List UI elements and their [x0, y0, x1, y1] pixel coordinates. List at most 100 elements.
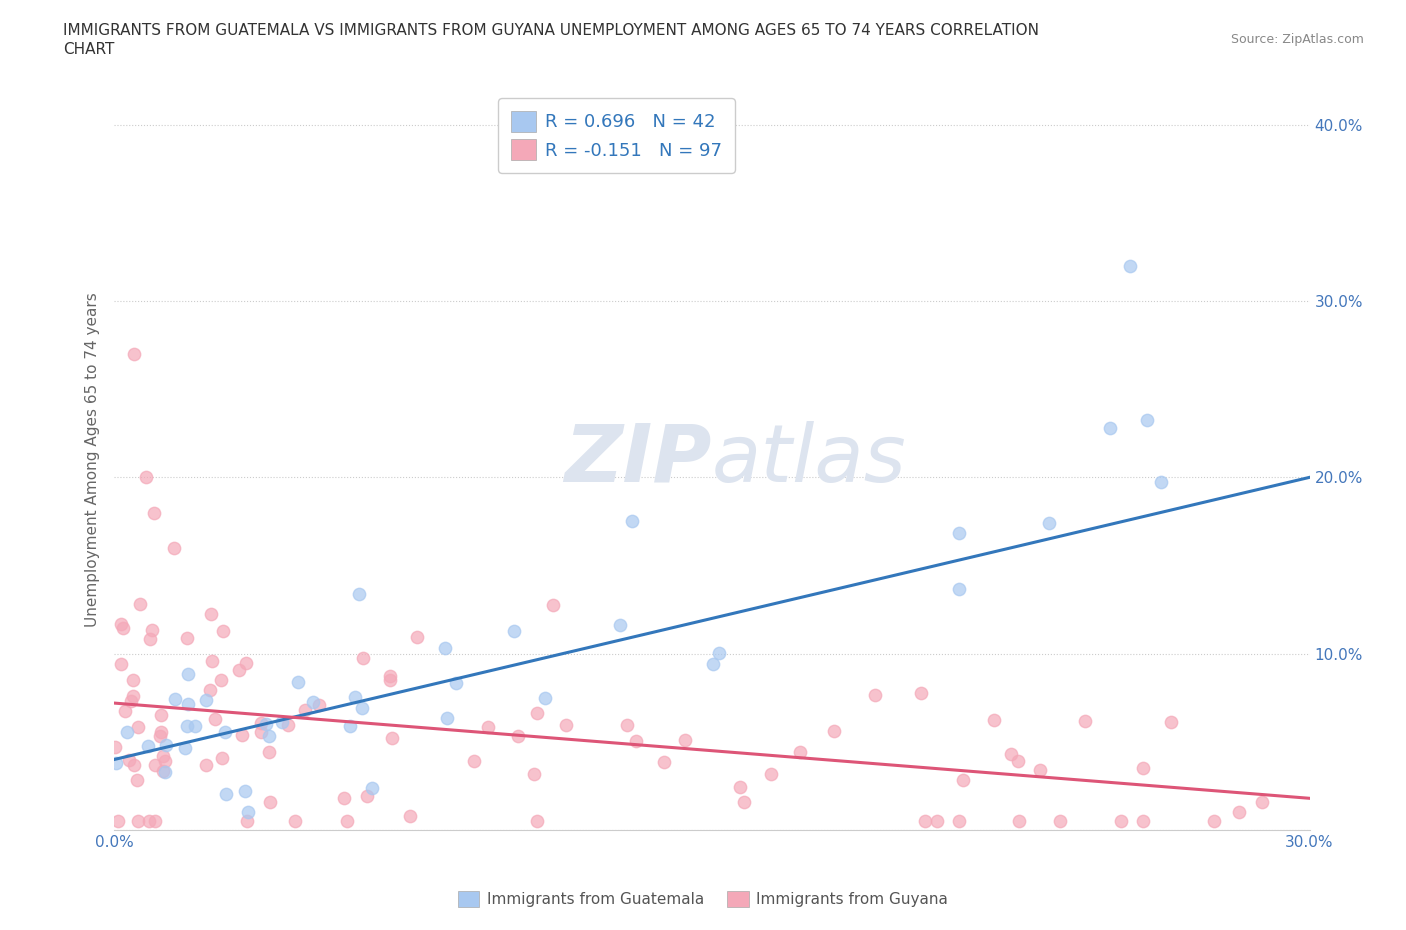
- Point: [910, 686, 932, 701]
- Point: [110, 657, 132, 671]
- Point: [135, 470, 157, 485]
- Point: [624, 734, 647, 749]
- Point: [200, 682, 222, 697]
- Point: [143, 505, 166, 520]
- Point: [114, 704, 136, 719]
- Text: CHART: CHART: [63, 42, 115, 57]
- Point: [349, 587, 371, 602]
- Text: Source: ZipAtlas.com: Source: ZipAtlas.com: [1230, 33, 1364, 46]
- Point: [1007, 814, 1029, 829]
- Point: [914, 814, 936, 829]
- Point: [444, 675, 467, 690]
- Point: [1049, 814, 1071, 829]
- Point: [176, 719, 198, 734]
- Point: [143, 758, 166, 773]
- Point: [214, 787, 236, 802]
- Point: [952, 773, 974, 788]
- Point: [503, 624, 526, 639]
- Point: [127, 720, 149, 735]
- Point: [436, 711, 458, 725]
- Point: [150, 708, 173, 723]
- Point: [789, 745, 811, 760]
- Point: [378, 669, 401, 684]
- Point: [463, 754, 485, 769]
- Point: [339, 719, 361, 734]
- Point: [236, 805, 259, 820]
- Legend: Immigrants from Guatemala, Immigrants from Guyana: Immigrants from Guatemala, Immigrants fr…: [451, 884, 955, 913]
- Point: [176, 666, 198, 681]
- Point: [235, 814, 257, 829]
- Point: [948, 526, 970, 541]
- Point: [271, 714, 294, 729]
- Point: [177, 698, 200, 712]
- Point: [526, 814, 548, 829]
- Point: [1098, 420, 1121, 435]
- Text: atlas: atlas: [711, 420, 907, 498]
- Point: [344, 690, 367, 705]
- Point: [149, 728, 172, 743]
- Point: [523, 766, 546, 781]
- Point: [153, 764, 176, 779]
- Point: [1132, 760, 1154, 775]
- Text: IMMIGRANTS FROM GUATEMALA VS IMMIGRANTS FROM GUYANA UNEMPLOYMENT AMONG AGES 65 T: IMMIGRANTS FROM GUATEMALA VS IMMIGRANTS …: [63, 23, 1039, 38]
- Point: [200, 607, 222, 622]
- Point: [115, 724, 138, 739]
- Point: [173, 741, 195, 756]
- Point: [143, 814, 166, 829]
- Point: [609, 618, 631, 633]
- Point: [194, 693, 217, 708]
- Point: [104, 739, 127, 754]
- Point: [235, 784, 257, 799]
- Point: [141, 622, 163, 637]
- Point: [1109, 814, 1132, 829]
- Point: [673, 733, 696, 748]
- Point: [256, 716, 278, 731]
- Point: [228, 663, 250, 678]
- Point: [336, 814, 359, 829]
- Point: [381, 731, 404, 746]
- Point: [541, 597, 564, 612]
- Point: [105, 756, 128, 771]
- Point: [1029, 763, 1052, 777]
- Point: [405, 629, 427, 644]
- Point: [184, 719, 207, 734]
- Point: [352, 650, 374, 665]
- Point: [733, 795, 755, 810]
- Point: [1038, 515, 1060, 530]
- Point: [728, 779, 751, 794]
- Point: [163, 692, 186, 707]
- Point: [138, 814, 160, 829]
- Point: [214, 724, 236, 739]
- Point: [863, 687, 886, 702]
- Point: [1150, 474, 1173, 489]
- Point: [125, 773, 148, 788]
- Point: [1227, 804, 1250, 819]
- Point: [434, 641, 457, 656]
- Text: ZIP: ZIP: [564, 420, 711, 498]
- Point: [122, 688, 145, 703]
- Point: [526, 706, 548, 721]
- Point: [139, 631, 162, 646]
- Point: [621, 514, 644, 529]
- Point: [259, 794, 281, 809]
- Point: [1251, 794, 1274, 809]
- Point: [176, 631, 198, 645]
- Point: [277, 718, 299, 733]
- Point: [1074, 713, 1097, 728]
- Point: [398, 808, 420, 823]
- Point: [195, 757, 218, 772]
- Point: [361, 780, 384, 795]
- Legend: R = 0.696   N = 42, R = -0.151   N = 97: R = 0.696 N = 42, R = -0.151 N = 97: [498, 99, 734, 173]
- Point: [118, 752, 141, 767]
- Point: [506, 729, 529, 744]
- Point: [155, 737, 177, 752]
- Point: [259, 728, 281, 743]
- Point: [163, 540, 186, 555]
- Point: [152, 764, 174, 778]
- Point: [1132, 814, 1154, 829]
- Point: [235, 656, 257, 671]
- Point: [209, 672, 232, 687]
- Point: [110, 617, 132, 631]
- Point: [1007, 754, 1029, 769]
- Point: [1136, 412, 1159, 427]
